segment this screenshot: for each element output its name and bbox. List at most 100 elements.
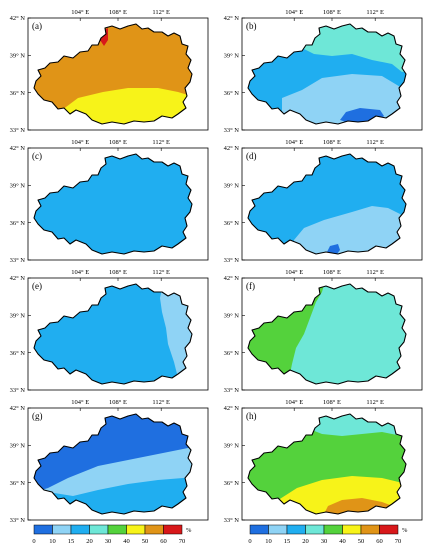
map-panel-b: (b) 104° E 108° E 112° E 42° N 39° N 36° N 33° … xyxy=(224,9,423,134)
colorbar-tick-label: 20 xyxy=(302,538,309,545)
lon-tick-label: 112° E xyxy=(152,9,170,16)
lat-tick-label: 39° N xyxy=(224,312,240,319)
lon-tick-label: 108° E xyxy=(323,399,341,406)
lat-tick-label: 39° N xyxy=(10,442,26,449)
lat-tick-label: 42° N xyxy=(10,145,26,152)
lat-tick-label: 39° N xyxy=(10,312,26,319)
map-panel-e: (e) 104° E 108° E 112° E 42° N 39° N 36° N 33° … xyxy=(10,269,209,394)
lat-tick-label: 36° N xyxy=(10,220,26,227)
colorbar-swatch xyxy=(144,524,164,535)
colorbar-swatch xyxy=(268,524,288,535)
colorbar-tick-label: 30 xyxy=(105,538,112,545)
lon-tick-label: 104° E xyxy=(285,139,303,146)
lon-tick-label: 104° E xyxy=(71,399,89,406)
lon-tick-label: 112° E xyxy=(152,139,170,146)
region-outline xyxy=(247,413,407,515)
colorbar-swatch xyxy=(305,524,325,535)
panel-label: (e) xyxy=(32,281,42,291)
lon-tick-label: 108° E xyxy=(109,399,127,406)
colorbar: 0 10 15 20 30 40 50 60 70% 0 10 15 20 30 40 50 60 70% xyxy=(32,524,408,545)
colorbar-tick-label: 50 xyxy=(142,538,149,545)
lon-tick-label: 108° E xyxy=(109,139,127,146)
lat-tick-label: 33° N xyxy=(10,387,26,394)
map-panel-a: (a) 104° E 108° E 112° E 42° N 39° N 36° N 33° … xyxy=(10,9,209,134)
colorbar-tick-label: 10 xyxy=(49,538,56,545)
colorbar-swatch xyxy=(52,524,72,535)
panel-label: (h) xyxy=(246,411,257,421)
lat-tick-label: 39° N xyxy=(224,52,240,59)
panel-label: (d) xyxy=(246,151,257,161)
panel-label: (f) xyxy=(246,281,255,291)
colorbar-tick-label: 60 xyxy=(160,538,167,545)
colorbar-tick-label: 40 xyxy=(339,538,346,545)
lat-tick-label: 33° N xyxy=(224,127,240,134)
lon-tick-label: 112° E xyxy=(366,139,384,146)
lat-tick-label: 39° N xyxy=(224,182,240,189)
region-fill xyxy=(248,24,406,124)
colorbar-tick-label: 40 xyxy=(123,538,130,545)
colorbar-tick-label: 20 xyxy=(86,538,93,545)
colorbar-swatch xyxy=(89,524,109,535)
colorbar-tick-label: 15 xyxy=(68,538,75,545)
colorbar-tick-label: 70 xyxy=(179,538,186,545)
lat-tick-label: 36° N xyxy=(224,350,240,357)
lat-tick-label: 42° N xyxy=(224,15,240,22)
colorbar-swatch xyxy=(323,524,343,535)
colorbar-right: 0 10 15 20 30 40 50 60 70% xyxy=(248,524,408,545)
colorbar-swatch xyxy=(163,524,183,535)
lon-tick-label: 112° E xyxy=(152,399,170,406)
colorbar-swatch xyxy=(342,524,362,535)
region-outline xyxy=(247,153,407,255)
colorbar-swatch xyxy=(70,524,90,535)
lat-tick-label: 36° N xyxy=(10,480,26,487)
panel-label: (b) xyxy=(246,21,257,31)
lat-tick-label: 42° N xyxy=(224,145,240,152)
map-panel-f: (f) 104° E 108° E 112° E 42° N 39° N 36° N 33° … xyxy=(224,269,423,394)
map-panel-h: (h) 104° E 108° E 112° E 42° N 39° N 36° N 33° … xyxy=(224,399,423,524)
colorbar-tick-label: 15 xyxy=(284,538,291,545)
region-outline xyxy=(33,153,193,255)
panel-label: (g) xyxy=(32,411,43,421)
lat-tick-label: 36° N xyxy=(10,90,26,97)
lon-tick-label: 108° E xyxy=(323,139,341,146)
lon-tick-label: 108° E xyxy=(109,269,127,276)
colorbar-left: 0 10 15 20 30 40 50 60 70% xyxy=(32,524,192,545)
lat-tick-label: 39° N xyxy=(224,442,240,449)
colorbar-swatch xyxy=(249,524,269,535)
lat-tick-label: 33° N xyxy=(10,127,26,134)
region-outline xyxy=(33,23,193,125)
lat-tick-label: 36° N xyxy=(224,480,240,487)
lat-tick-label: 42° N xyxy=(224,405,240,412)
lat-tick-label: 33° N xyxy=(224,387,240,394)
lon-tick-label: 104° E xyxy=(71,9,89,16)
lat-tick-label: 33° N xyxy=(224,517,240,524)
panel-label: (c) xyxy=(32,151,42,161)
lat-tick-label: 36° N xyxy=(224,90,240,97)
map-panels: (a) 104° E 108° E 112° E 42° N 39° N 36° N 33° … xyxy=(10,9,423,524)
panel-label: (a) xyxy=(32,21,42,31)
lat-tick-label: 39° N xyxy=(10,182,26,189)
lon-tick-label: 108° E xyxy=(323,9,341,16)
lon-tick-label: 104° E xyxy=(285,399,303,406)
region-outline xyxy=(33,283,193,385)
lon-tick-label: 104° E xyxy=(71,269,89,276)
region-outline xyxy=(247,283,407,385)
lat-tick-label: 33° N xyxy=(10,257,26,264)
lon-tick-label: 104° E xyxy=(285,9,303,16)
colorbar-tick-label: 30 xyxy=(321,538,328,545)
colorbar-swatch xyxy=(107,524,127,535)
colorbar-tick-label: 10 xyxy=(265,538,272,545)
colorbar-tick-label: 50 xyxy=(358,538,365,545)
lat-tick-label: 36° N xyxy=(10,350,26,357)
lat-tick-label: 42° N xyxy=(10,275,26,282)
lon-tick-label: 112° E xyxy=(152,269,170,276)
map-panel-c: (c) 104° E 108° E 112° E 42° N 39° N 36° N 33° … xyxy=(10,139,209,264)
colorbar-swatch xyxy=(286,524,306,535)
zone-yellow-south xyxy=(48,88,192,124)
zone-dark-blue-spot xyxy=(326,244,340,254)
lat-tick-label: 39° N xyxy=(10,52,26,59)
colorbar-tick-label: 0 xyxy=(248,538,251,545)
map-panel-d: (d) 104° E 108° E 112° E 42° N 39° N 36° N 33° … xyxy=(224,139,423,264)
